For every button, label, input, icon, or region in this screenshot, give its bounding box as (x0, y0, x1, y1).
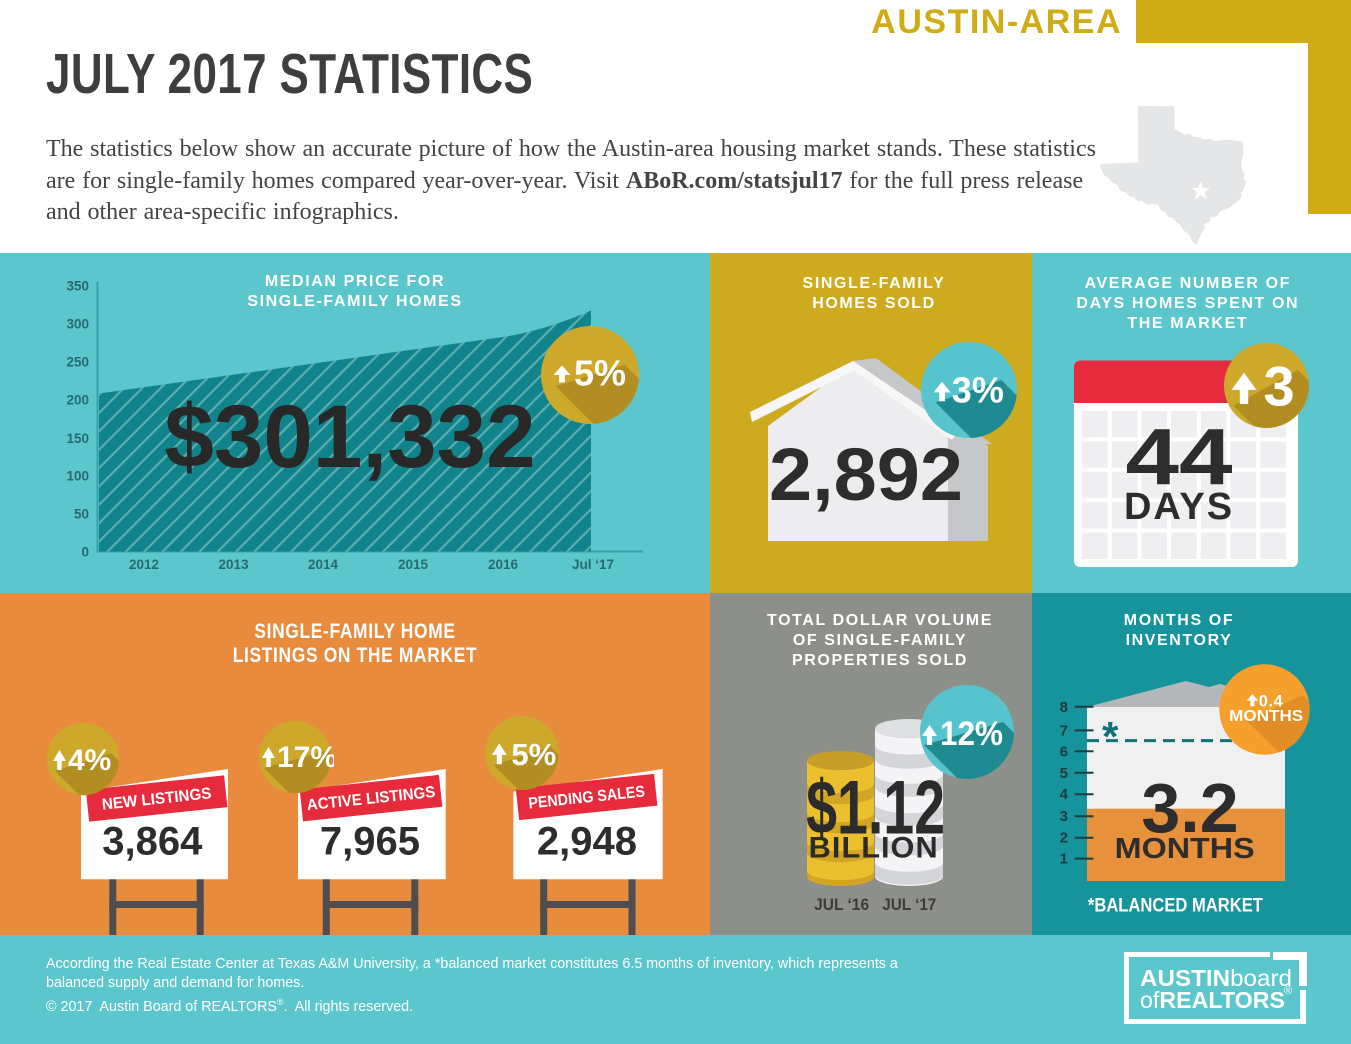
svg-text:2016: 2016 (488, 557, 519, 572)
svg-text:250: 250 (66, 355, 89, 370)
svg-text:ofREALTORS: ofREALTORS (1140, 987, 1285, 1013)
svg-text:200: 200 (66, 393, 89, 408)
svg-text:2,948: 2,948 (537, 820, 637, 864)
svg-text:MONTHS: MONTHS (1229, 708, 1303, 725)
svg-text:DAYS: DAYS (1124, 486, 1234, 528)
svg-text:3.2: 3.2 (1141, 769, 1238, 847)
svg-text:100: 100 (66, 469, 89, 484)
svg-text:17%: 17% (277, 741, 334, 774)
svg-text:5%: 5% (511, 736, 556, 771)
svg-text:2015: 2015 (398, 557, 429, 572)
svg-text:5%: 5% (574, 353, 626, 394)
svg-text:8: 8 (1060, 699, 1068, 716)
svg-text:0: 0 (81, 545, 89, 560)
svg-text:MONTHS: MONTHS (1115, 833, 1255, 865)
svg-text:3%: 3% (952, 369, 1004, 410)
svg-text:*: * (1102, 713, 1119, 760)
svg-text:50: 50 (74, 507, 89, 522)
svg-text:$1.12: $1.12 (806, 766, 945, 851)
svg-text:12%: 12% (940, 715, 1003, 753)
svg-text:2013: 2013 (218, 557, 249, 572)
svg-text:Jul ‘17: Jul ‘17 (572, 557, 614, 572)
svg-text:$301,332: $301,332 (164, 386, 535, 486)
svg-text:2012: 2012 (129, 557, 159, 572)
svg-text:JUL ‘17: JUL ‘17 (882, 895, 936, 914)
svg-text:7: 7 (1060, 722, 1068, 739)
svg-text:2: 2 (1060, 830, 1068, 847)
svg-text:*BALANCED MARKET: *BALANCED MARKET (1088, 895, 1263, 916)
svg-text:2,892: 2,892 (769, 433, 963, 516)
svg-text:300: 300 (66, 317, 89, 332)
svg-text:®: ® (1284, 985, 1292, 997)
svg-text:6: 6 (1060, 743, 1068, 760)
svg-text:2014: 2014 (308, 557, 339, 572)
svg-text:BILLION: BILLION (809, 832, 939, 865)
svg-text:5: 5 (1060, 765, 1068, 782)
svg-text:7,965: 7,965 (320, 820, 420, 864)
svg-text:3,864: 3,864 (102, 820, 203, 864)
svg-text:0.4: 0.4 (1258, 693, 1283, 711)
svg-text:3: 3 (1060, 808, 1068, 825)
svg-text:44: 44 (1126, 412, 1234, 501)
svg-text:4: 4 (1060, 786, 1069, 803)
svg-text:JUL ‘16: JUL ‘16 (814, 895, 869, 914)
svg-text:350: 350 (66, 278, 89, 293)
svg-text:3: 3 (1263, 355, 1294, 418)
svg-text:1: 1 (1060, 851, 1068, 868)
svg-text:4%: 4% (68, 744, 111, 777)
svg-text:150: 150 (66, 431, 89, 446)
